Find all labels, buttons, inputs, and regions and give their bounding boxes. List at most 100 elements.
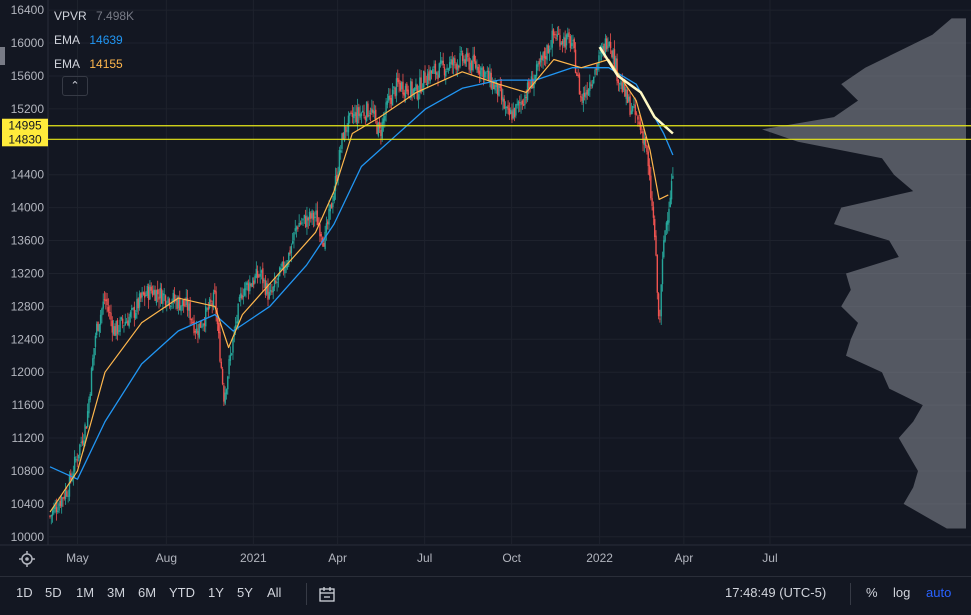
candle-body (307, 217, 309, 221)
candle-body (266, 283, 268, 295)
candle-body (605, 38, 608, 50)
candle-body (430, 70, 433, 74)
candle-body (642, 131, 644, 144)
y-tick-label: 13200 (11, 266, 45, 280)
candle-body (568, 32, 570, 38)
candle-body (362, 110, 364, 113)
range-1y-button[interactable]: 1Y (208, 585, 224, 600)
candle-body (637, 116, 639, 120)
candle-body (664, 230, 666, 242)
candle-body (548, 48, 551, 53)
candle-body (565, 34, 568, 46)
legend-ema-slow-row[interactable]: EMA 14155 (54, 52, 134, 76)
candle-body (609, 41, 612, 49)
candle-body (611, 50, 613, 57)
candle-body (173, 294, 176, 302)
candle-body (140, 293, 142, 299)
candle-body (489, 71, 491, 83)
candle-body (499, 84, 501, 89)
candle-body (120, 317, 123, 320)
candle-body (622, 82, 625, 91)
candle-body (613, 49, 616, 69)
candle-body (519, 102, 521, 104)
legend-vpvr[interactable]: VPVR 7.498K (54, 4, 134, 28)
candle-body (537, 63, 539, 67)
candle-body (80, 442, 82, 444)
range-all-button[interactable]: All (267, 585, 282, 600)
candle-body (487, 70, 490, 81)
candle-body (92, 358, 94, 371)
candle-body (182, 299, 185, 306)
candle-body (525, 97, 527, 99)
candle-body (62, 497, 64, 499)
range-3m-button[interactable]: 3M (107, 585, 126, 600)
candle-body (439, 60, 442, 65)
candle-body (515, 104, 517, 116)
candle-body (194, 331, 197, 333)
auto-scale-toggle[interactable]: auto (926, 585, 952, 600)
candle-body (570, 42, 573, 47)
candle-body (517, 101, 520, 106)
legend-ema-fast-row[interactable]: EMA 14639 (54, 28, 134, 52)
candle-body (151, 290, 154, 296)
candle-body (205, 306, 207, 327)
legend-collapse-button[interactable]: ⌃ (62, 76, 88, 96)
candle-body (317, 223, 320, 225)
candle-body (503, 98, 505, 109)
range-1d-button[interactable]: 1D (16, 585, 33, 600)
candle-body (246, 282, 248, 285)
percent-scale-toggle[interactable]: % (866, 585, 878, 600)
candle-body (535, 64, 538, 77)
candle-body (602, 46, 604, 52)
candle-body (96, 323, 98, 336)
candle-body (412, 89, 415, 95)
candle-body (280, 267, 282, 270)
candle-body (350, 111, 352, 113)
candle-body (441, 60, 443, 63)
candle-body (561, 41, 564, 45)
candle-body (384, 115, 386, 121)
candle-body (355, 112, 357, 122)
candle-body (672, 175, 674, 179)
candle-body (508, 108, 511, 116)
candle-body (267, 284, 269, 300)
log-scale-toggle[interactable]: log (893, 585, 911, 600)
candle-body (578, 74, 581, 95)
range-5y-button[interactable]: 5Y (237, 585, 253, 600)
candle-body (426, 73, 429, 86)
candle-body (511, 111, 513, 120)
range-5d-button[interactable]: 5D (45, 585, 62, 600)
candle-body (57, 510, 59, 513)
candle-body (364, 116, 367, 120)
legend-ema2-value: 14155 (89, 57, 123, 71)
candle-body (484, 71, 486, 78)
candle-body (668, 208, 670, 223)
candle-body (666, 220, 669, 225)
candle-body (277, 274, 280, 280)
candle-body (199, 320, 202, 328)
candle-body (201, 326, 203, 328)
candle-body (552, 29, 555, 36)
candle-body (580, 96, 582, 98)
candle-body (594, 69, 596, 75)
range-ytd-button[interactable]: YTD (169, 585, 195, 600)
gear-icon[interactable] (18, 550, 36, 568)
price-chart[interactable]: 10000 10400 10800 11200 11600 12000 12400 12800… (0, 0, 971, 576)
candle-body (359, 113, 361, 118)
x-tick-label: May (66, 551, 89, 565)
candle-body (250, 284, 252, 286)
range-6m-button[interactable]: 6M (138, 585, 157, 600)
candle-body (343, 125, 346, 141)
candle-body (121, 318, 124, 324)
candle-body (106, 298, 108, 305)
candle-body (660, 284, 662, 317)
clock-timezone[interactable]: 17:48:49 (UTC-5) (725, 585, 827, 600)
range-1m-button[interactable]: 1M (76, 585, 95, 600)
candle-body (223, 385, 225, 402)
candle-body (434, 63, 437, 75)
candle-body (380, 129, 382, 137)
candle-body (97, 321, 99, 331)
calendar-icon[interactable] (318, 585, 336, 603)
candle-body (234, 325, 237, 329)
candle-body (215, 291, 217, 315)
